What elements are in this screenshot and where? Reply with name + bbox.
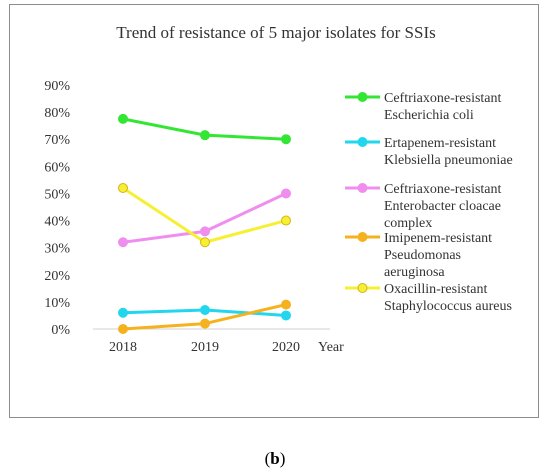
y-tick-label: 20% [44, 269, 70, 284]
chart-frame: Trend of resistance of 5 major isolates … [9, 4, 539, 418]
panel-label: (b) [0, 449, 550, 469]
data-point [200, 318, 210, 329]
panel-label-open: ( [264, 449, 271, 468]
data-point [118, 113, 128, 124]
line-chart: Trend of resistance of 5 major isolates … [44, 23, 513, 355]
y-tick-label: 50% [44, 187, 70, 202]
legend-label: Ceftriaxone-resistant [384, 91, 502, 106]
data-point [118, 237, 128, 248]
legend-label: Enterobacter cloacae [384, 199, 501, 214]
legend-label: Escherichia coli [384, 108, 474, 123]
legend-label: Oxacillin-resistant [384, 282, 488, 297]
y-tick-label: 60% [44, 160, 70, 175]
y-tick-label: 10% [44, 296, 70, 311]
data-point [281, 134, 291, 145]
series-1 [118, 113, 291, 145]
data-point [281, 299, 291, 310]
series-3 [118, 188, 291, 248]
series-2 [118, 305, 291, 321]
series-5 [118, 183, 291, 248]
legend-label: Klebsiella pneumoniae [384, 153, 513, 168]
chart-title: Trend of resistance of 5 major isolates … [116, 23, 436, 42]
legend-label: aeruginosa [384, 265, 445, 280]
legend-label: Pseudomonas [384, 248, 461, 263]
legend-item-4: Imipenem-resistant Pseudomonas aeruginosa [345, 231, 492, 280]
data-point [200, 226, 210, 237]
x-tick-label: 2018 [109, 340, 137, 355]
y-tick-label: 90% [44, 79, 70, 94]
data-point [281, 310, 291, 321]
x-axis-title: Year [318, 340, 344, 355]
y-tick-label: 70% [44, 133, 70, 148]
data-point [200, 305, 210, 316]
x-tick-label: 2020 [272, 340, 300, 355]
panel-label-close: ) [279, 449, 286, 468]
x-tick-label: 2019 [191, 340, 219, 355]
data-point [118, 307, 128, 318]
legend-item-3: Ceftriaxone-resistant Enterobacter cloaca… [345, 182, 502, 231]
legend-item-1: Ceftriaxone-resistant Escherichia coli [345, 91, 502, 123]
legend-swatch-marker [357, 183, 368, 193]
data-point [281, 215, 291, 226]
legend-swatch-marker [357, 92, 368, 102]
data-point [200, 130, 210, 141]
y-tick-label: 80% [44, 106, 70, 121]
y-tick-label: 40% [44, 215, 70, 230]
legend-swatch-marker [357, 137, 368, 147]
y-tick-label: 0% [51, 323, 70, 338]
legend-swatch-marker [357, 232, 368, 242]
legend-label: Ertapenem-resistant [384, 136, 496, 151]
y-tick-label: 30% [44, 242, 70, 257]
legend-item-2: Ertapenem-resistant Klebsiella pneumoniae [345, 136, 513, 168]
data-point [118, 183, 128, 194]
legend-label: Ceftriaxone-resistant [384, 182, 502, 197]
legend-label: complex [384, 216, 432, 231]
series-layer [118, 113, 291, 334]
panel-label-letter: b [270, 449, 280, 468]
legend-item-5: Oxacillin-resistant Staphylococcus aureus [345, 282, 512, 314]
legend-label: Imipenem-resistant [384, 231, 492, 246]
legend: Ceftriaxone-resistant Escherichia coli Ert… [345, 91, 513, 314]
legend-label: Staphylococcus aureus [384, 299, 512, 314]
series-4 [118, 299, 291, 334]
data-point [281, 188, 291, 199]
legend-swatch-marker [357, 283, 368, 293]
data-point [200, 237, 210, 248]
data-point [118, 324, 128, 334]
axes: 0% 10% 20% 30% 40% 50% 60% 70% 80% 90% 2018 2019 202… [44, 79, 344, 355]
